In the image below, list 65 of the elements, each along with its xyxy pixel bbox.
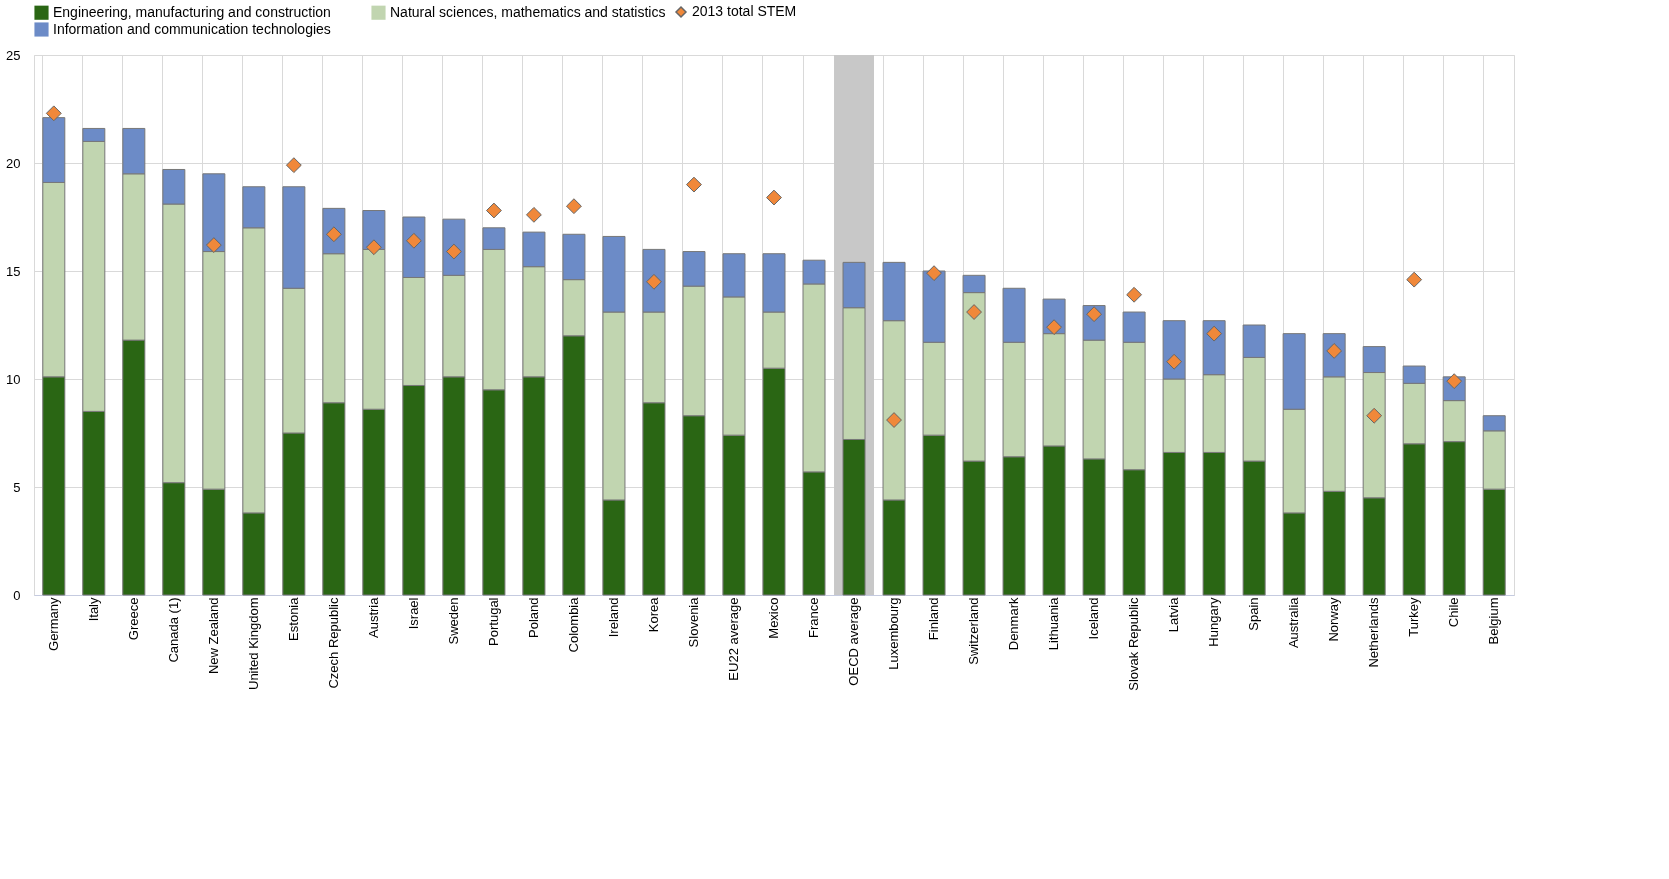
x-tick-label: Norway — [1326, 597, 1342, 642]
x-tick-label: Slovak Republic — [1126, 597, 1142, 691]
y-tick-label: 0 — [13, 587, 21, 603]
y-tick-label: 20 — [6, 155, 21, 171]
x-tick-label: Australia — [1286, 596, 1302, 649]
x-tick-label: Turkey — [1406, 597, 1422, 637]
x-tick-label: New Zealand — [205, 597, 221, 675]
point — [766, 189, 782, 206]
x-tick-label: Estonia — [285, 596, 301, 641]
legend-label: Engineering, manufacturing and construction — [53, 3, 331, 20]
point — [45, 105, 62, 122]
x-tick-label: Poland — [525, 597, 541, 638]
point — [566, 198, 582, 215]
point — [1366, 407, 1383, 424]
x-tick-label: Korea — [645, 596, 661, 633]
x-tick-label: EU22 average — [725, 597, 741, 681]
point — [966, 304, 982, 320]
y-tick-label: 5 — [13, 479, 21, 495]
point — [1206, 325, 1223, 342]
x-tick-label: Italy — [85, 597, 101, 622]
x-tick-label: Ireland — [605, 597, 621, 638]
point — [285, 157, 302, 174]
point — [526, 206, 542, 223]
legend-label: Information and communication technologies — [53, 20, 331, 37]
x-tick-label: Slovenia — [685, 596, 701, 648]
x-tick-label: Chile — [1446, 597, 1462, 628]
x-tick-label: Finland — [926, 597, 942, 641]
x-tick-label: Greece — [125, 597, 141, 641]
point — [686, 176, 702, 193]
x-tick-label: Germany — [45, 597, 61, 651]
legend-label: Natural sciences, mathematics and statistics — [390, 3, 666, 20]
x-tick-label: Denmark — [1006, 597, 1022, 651]
x-tick-label: Switzerland — [966, 597, 982, 665]
x-tick-label: OECD average — [846, 597, 862, 686]
x-tick-label: Sweden — [445, 597, 461, 645]
x-tick-label: Austria — [365, 596, 381, 638]
point — [1166, 353, 1183, 370]
x-tick-label: Portugal — [485, 597, 501, 646]
point — [365, 239, 382, 256]
point — [1046, 319, 1062, 336]
y-tick-label: 15 — [6, 263, 21, 279]
x-tick-label: Colombia — [565, 596, 581, 653]
x-tick-label: Luxembourg — [886, 597, 902, 670]
point — [1126, 286, 1143, 303]
point — [1406, 271, 1423, 288]
point — [205, 237, 222, 253]
x-tick-label: Mexico — [766, 597, 781, 639]
x-tick-label: Belgium — [1486, 597, 1502, 645]
point — [486, 202, 502, 219]
y-tick-label: 25 — [6, 47, 21, 63]
x-tick-label: Spain — [1246, 597, 1262, 631]
x-tick-label: Israel — [405, 597, 421, 630]
x-tick-label: United Kingdom — [245, 597, 261, 690]
x-tick-label: Netherlands — [1366, 597, 1382, 668]
x-tick-label: Hungary — [1206, 597, 1222, 647]
x-tick-label: Canada (1) — [165, 597, 181, 663]
y-tick-label: 10 — [6, 371, 21, 387]
point — [926, 265, 942, 282]
x-tick-label: Czech Republic — [325, 597, 341, 689]
x-tick-label: Iceland — [1086, 597, 1102, 640]
legend-label: 2013 total STEM — [692, 3, 797, 19]
x-tick-label: Latvia — [1166, 596, 1182, 633]
x-tick-label: France — [806, 597, 822, 638]
point — [886, 412, 902, 428]
x-tick-label: Lithuania — [1046, 596, 1062, 651]
